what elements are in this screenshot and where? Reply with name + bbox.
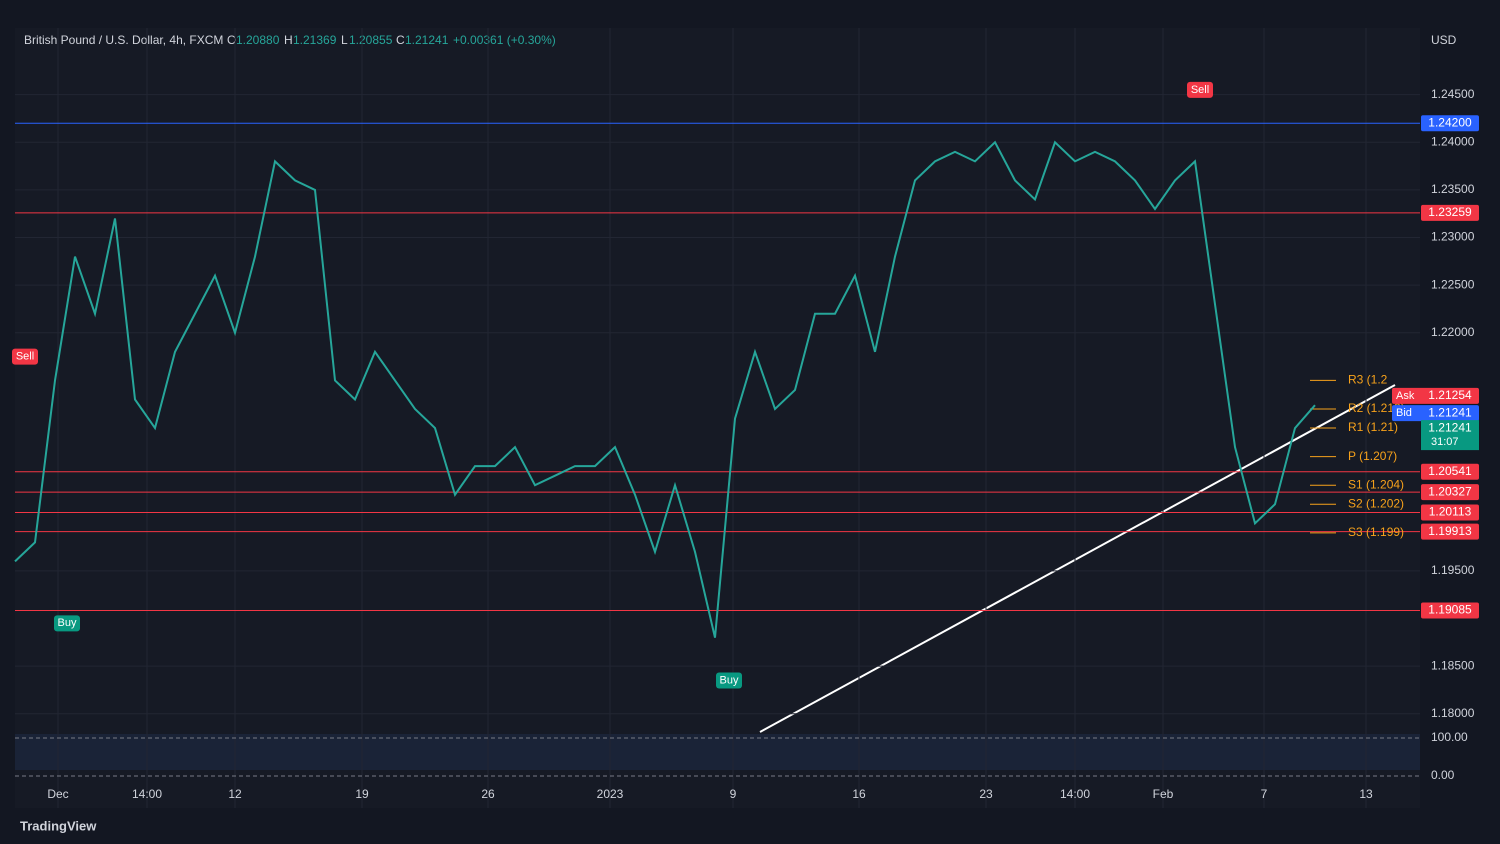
trend-line [759,384,1396,733]
y-tick-label: 1.24000 [1431,134,1475,148]
signal: Sell [12,348,38,365]
pivot-label: R3 (1.2 [1348,373,1388,387]
signal-box [1187,81,1213,98]
level-box [1421,602,1479,619]
osc-tick-label: 100.00 [1431,730,1468,744]
currency: USD [1431,33,1457,47]
x-tick-label: 19 [355,787,369,801]
level-label: 1.20327 [1428,484,1472,498]
pivot-label: S1 (1.204) [1348,477,1404,491]
y-tick-label: 1.23500 [1431,182,1475,196]
y-tick-label: 1.18500 [1431,658,1475,672]
y-tick-label: 1.22500 [1431,277,1475,291]
signal-box [716,672,742,689]
x-tick-label: 12 [228,787,242,801]
signal: Buy [716,672,742,689]
y-tick-label: 1.18000 [1431,706,1475,720]
pivot-label: S3 (1.199) [1348,525,1404,539]
oscillator-band [15,734,1420,770]
x-tick-label: Dec [47,787,68,801]
level-label: 1.20113 [1429,505,1472,519]
y-tick-label: 1.19500 [1431,563,1475,577]
x-tick-label: 23 [979,787,993,801]
l-value: 1.20855 [349,33,393,47]
quote-box [1392,387,1479,404]
x-tick-label: 9 [730,787,737,801]
y-tick-label: 1.24500 [1431,87,1475,101]
countdown: 31:07 [1431,436,1459,448]
x-tick-label: 16 [852,787,866,801]
o-value: 1.20880 [236,33,280,47]
level-box [1421,204,1479,221]
c-label: C [396,33,405,47]
quote-label: 1.21241 [1428,405,1472,419]
pivot-label: P (1.207) [1348,449,1397,463]
quote-box [1392,405,1479,422]
level-box [1421,115,1479,132]
x-tick-label: 13 [1359,787,1373,801]
symbol: British Pound / U.S. Dollar, 4h, FXCM [24,33,223,47]
signal-label: Buy [720,674,739,686]
osc-tick-label: 0.00 [1431,768,1455,782]
x-tick-label: Feb [1153,787,1174,801]
brand: TradingView [20,818,97,833]
x-tick-label: 14:00 [1060,787,1090,801]
price-line [14,140,1316,638]
x-tick-label: 26 [481,787,495,801]
o-label: O [227,33,236,47]
pivot-label: R2 (1.212) [1348,401,1405,415]
level-box [1421,504,1479,521]
quote-name: Ask [1396,390,1415,402]
pivot-label: S2 (1.202) [1348,496,1404,510]
y-tick-label: 1.22000 [1431,325,1475,339]
quote-label: 1.21254 [1428,388,1472,402]
l-label: L [341,33,348,47]
x-tick-label: 14:00 [132,787,162,801]
level-label: 1.20541 [1428,464,1472,478]
level-box [1421,463,1479,480]
signal: Buy [54,615,80,632]
last-label: 1.21241 [1428,420,1472,434]
h-label: H [284,33,293,47]
level-label: 1.19913 [1428,524,1472,538]
signal-box [12,348,38,365]
level-box [1421,523,1479,540]
change: +0.00361 (+0.30%) [453,33,556,47]
signal-box [54,615,80,632]
signal-label: Buy [58,617,77,629]
level-label: 1.23259 [1428,205,1472,219]
last-box [1421,420,1479,451]
c-value: 1.21241 [405,33,449,47]
signal-label: Sell [1191,84,1209,96]
plot-bg [15,28,1420,808]
h-value: 1.21369 [293,33,337,47]
signal-label: Sell [16,351,34,363]
x-tick-label: 7 [1261,787,1268,801]
ohlc: O 1.20880 H 1.21369 L 1.20855 C 1.21241 … [227,33,556,47]
pivot-label: R1 (1.21) [1348,420,1398,434]
level-box [1421,484,1479,501]
level-label: 1.19085 [1428,603,1472,617]
level-label: 1.24200 [1428,115,1472,129]
y-tick-label: 1.23000 [1431,230,1475,244]
quote-name: Bid [1396,407,1412,419]
x-tick-label: 2023 [597,787,624,801]
signal: Sell [1187,81,1213,98]
